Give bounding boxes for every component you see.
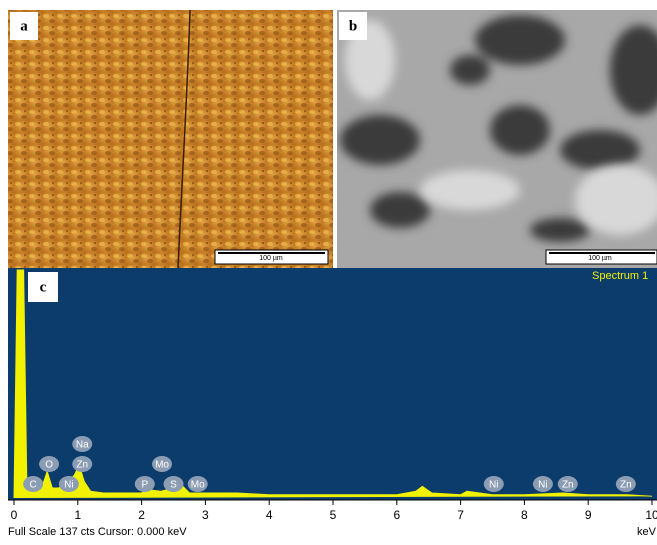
peak-label: Zn bbox=[76, 460, 88, 471]
panel-label: a bbox=[20, 18, 28, 34]
x-tick-label: 2 bbox=[138, 508, 145, 522]
peak-label: Ni bbox=[64, 480, 73, 491]
x-tick-label: 4 bbox=[266, 508, 273, 522]
x-tick-label: 1 bbox=[74, 508, 81, 522]
x-unit: keV bbox=[637, 526, 657, 538]
page: a 100 µm b 100 µm c Spectrum 1 Full Scal… bbox=[0, 0, 657, 540]
x-tick-label: 9 bbox=[585, 508, 592, 522]
micrograph-a bbox=[8, 10, 333, 268]
peak-label: P bbox=[141, 480, 148, 491]
peak-label: C bbox=[30, 480, 37, 491]
peak-label: Mo bbox=[191, 480, 205, 491]
peak-label: Zn bbox=[562, 480, 574, 491]
peak-label: O bbox=[45, 460, 53, 471]
figure: a 100 µm b 100 µm c Spectrum 1 Full Scal… bbox=[0, 0, 657, 540]
peak-label: Mo bbox=[155, 460, 169, 471]
peak-label: Ni bbox=[538, 480, 547, 491]
peak-label: Ni bbox=[489, 480, 498, 491]
micrograph-b bbox=[337, 10, 657, 268]
panel-label: b bbox=[349, 18, 357, 34]
x-tick-label: 5 bbox=[330, 508, 337, 522]
peak-label: Na bbox=[76, 440, 89, 451]
x-tick-label: 6 bbox=[393, 508, 400, 522]
scale-text: 100 µm bbox=[259, 255, 283, 262]
legend: Spectrum 1 bbox=[592, 270, 648, 282]
x-tick-label: 7 bbox=[457, 508, 464, 522]
footer: Full Scale 137 cts Cursor: 0.000 keV bbox=[8, 526, 187, 538]
x-tick-label: 8 bbox=[521, 508, 528, 522]
peak-label: Zn bbox=[620, 480, 632, 491]
peak-label: S bbox=[170, 480, 177, 491]
x-tick-label: 3 bbox=[202, 508, 209, 522]
x-tick-label: 10 bbox=[645, 508, 657, 522]
x-tick-label: 0 bbox=[11, 508, 18, 522]
spectrum-panel bbox=[8, 268, 657, 500]
scale-text: 100 µm bbox=[588, 255, 612, 262]
panel-label: c bbox=[40, 279, 47, 295]
